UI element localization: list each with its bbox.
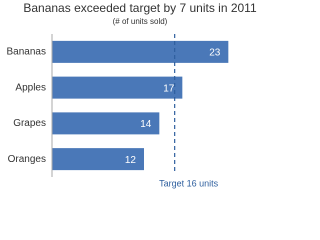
bar: [52, 76, 183, 99]
chart-title: Bananas exceeded target by 7 units in 20…: [23, 1, 257, 15]
y-tick-label: Grapes: [13, 118, 46, 129]
value-label: 12: [125, 155, 137, 166]
bar: [52, 112, 160, 135]
value-label: 14: [140, 119, 152, 130]
y-tick-label: Oranges: [8, 154, 46, 165]
bar: [52, 148, 144, 171]
bar: [52, 40, 229, 63]
y-tick-label: Apples: [15, 82, 46, 93]
target-label: Target 16 units: [159, 178, 219, 188]
chart: Bananas exceeded target by 7 units in 20…: [7, 1, 257, 188]
y-tick-label: Bananas: [7, 47, 46, 58]
value-label: 23: [209, 48, 221, 59]
chart-subtitle: (# of units sold): [113, 17, 168, 26]
value-label: 17: [163, 83, 175, 94]
